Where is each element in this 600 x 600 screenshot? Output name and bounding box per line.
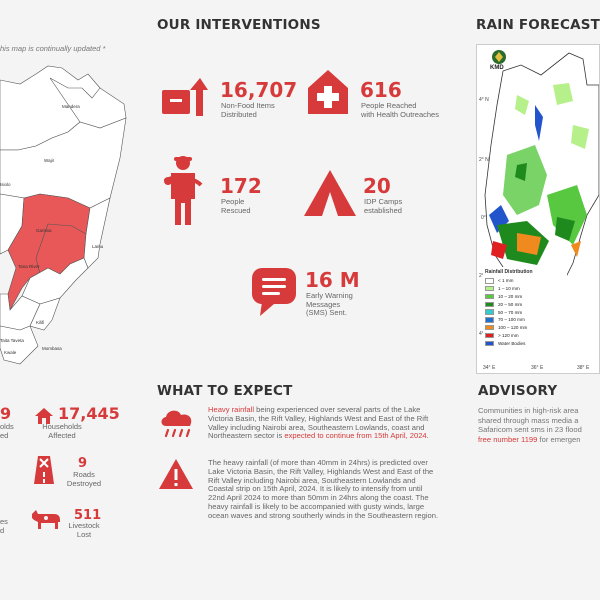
impact-label: Households Affected: [42, 422, 82, 440]
rainfall-legend: Rainfall Distribution < 1 mm 1 – 10 mm 10 …: [483, 267, 567, 350]
legend-label: 70 – 100 mm: [498, 317, 525, 323]
rain-forecast-map: KMD 4° N 2° N 0° 2° S 4° S 34° E 36° E 3…: [476, 44, 600, 374]
legend-swatch: [485, 285, 494, 292]
legend-item: > 120 mm: [485, 332, 565, 340]
map-label: Mandera: [62, 104, 80, 109]
legend-swatch: [485, 301, 494, 308]
forecast-title: RAIN FORECAST T: [476, 17, 600, 33]
map-label: Mombasa: [42, 346, 62, 351]
county-region: [83, 197, 111, 269]
legend-label: 50 – 70 mm: [498, 309, 523, 315]
county-region: [0, 325, 39, 365]
legend-swatch: [485, 293, 494, 300]
road-closed-icon: [34, 456, 54, 484]
legend-item: Water Bodies: [485, 339, 565, 347]
legend-swatch: [485, 340, 494, 347]
cow-icon: [30, 508, 62, 530]
impact-value: 511: [74, 508, 102, 523]
map-label: Lamu: [92, 244, 104, 249]
expect-paragraph-1: Heavy rainfall being experienced over se…: [208, 405, 429, 441]
stat-value: 172: [220, 174, 262, 198]
stat-label: Non-Food Items Distributed: [221, 101, 275, 119]
rainfall-map-shape: [484, 52, 599, 296]
legend-item: < 1 mm: [485, 277, 565, 285]
lat-label: 4° N: [479, 97, 489, 103]
legend-label: > 120 mm: [498, 332, 519, 338]
legend-item: 20 – 50 mm: [485, 300, 565, 308]
expect-paragraph-2: The heavy rainfall (of more than 40mm in…: [208, 458, 439, 520]
tent-icon: [302, 168, 358, 220]
impact-label: olds ed: [0, 422, 14, 440]
expect-title: WHAT TO EXPECT: [157, 383, 293, 399]
legend-item: 70 – 100 mm: [485, 316, 565, 324]
legend-item: 1 – 10 mm: [485, 285, 565, 293]
message-icon: [250, 266, 298, 318]
map-label: Tana River: [18, 264, 40, 269]
impact-value: 9: [78, 456, 88, 471]
map-label: Garissa: [36, 228, 52, 233]
stat-label: People Reached with Health Outreaches: [361, 101, 439, 119]
legend-swatch: [485, 309, 494, 315]
legend-swatch: [485, 332, 494, 339]
rescuer-icon: [163, 155, 203, 227]
kmd-logo: [491, 49, 507, 65]
county-region: [29, 297, 61, 331]
medical-house-icon: [304, 66, 352, 118]
lat-label: 0°: [481, 215, 486, 221]
legend-label: 1 – 10 mm: [498, 286, 520, 292]
map-label: Wajir: [44, 158, 55, 163]
impact-label: es d: [0, 517, 8, 535]
interventions-title: OUR INTERVENTIONS: [157, 17, 321, 33]
legend-label: 20 – 50 mm: [498, 301, 523, 307]
lon-label: 34° E: [483, 365, 496, 371]
stat-label: People Rescued: [221, 197, 251, 215]
stat-label: IDP Camps established: [364, 197, 403, 215]
map-update-note: his map is continually updated *: [0, 44, 106, 53]
warning-icon: [158, 458, 194, 490]
legend-item: 10 – 20 mm: [485, 293, 565, 301]
impact-label: Livestock Lost: [68, 521, 100, 539]
legend-item: 50 – 70 mm: [485, 308, 565, 316]
county-map: Mandera Wajir Garissa Lamu Tana River Ki…: [0, 65, 127, 365]
stat-value: 16,707: [220, 78, 298, 102]
map-label: Kwale: [4, 350, 17, 355]
house-icon: [34, 406, 54, 426]
impact-label: Roads Destroyed: [66, 470, 102, 488]
box-arrow-icon: [160, 70, 208, 120]
lat-label: 2° N: [479, 157, 489, 163]
legend-swatch: [485, 317, 494, 323]
map-label: Taita Taveta: [0, 338, 24, 343]
kmd-label: KMD: [490, 65, 504, 71]
legend-swatch: [485, 278, 494, 284]
map-label: Isiolo: [0, 182, 11, 187]
stat-value: 20: [363, 174, 391, 198]
lon-label: 36° E: [531, 365, 544, 371]
legend-label: < 1 mm: [498, 278, 514, 284]
lon-label: 38° E: [577, 365, 590, 371]
legend-label: Water Bodies: [498, 340, 526, 346]
stat-value: 16 M: [305, 268, 360, 292]
legend-label: 10 – 20 mm: [498, 293, 523, 299]
advisory-text: Communities in high-risk area shared thr…: [478, 406, 582, 444]
impact-value: 9: [0, 404, 12, 423]
legend-label: 100 – 120 mm: [498, 325, 528, 331]
stat-value: 616: [360, 78, 402, 102]
stat-label: Early Warning Messages (SMS) Sent.: [306, 291, 353, 317]
legend-title: Rainfall Distribution: [485, 269, 533, 275]
legend-swatch: [485, 324, 494, 331]
rain-cloud-icon: [158, 406, 196, 440]
legend-item: 100 – 120 mm: [485, 324, 565, 332]
advisory-title: ADVISORY: [478, 383, 558, 399]
map-label: Kilifi: [36, 320, 44, 325]
impact-value: 17,445: [58, 404, 120, 423]
